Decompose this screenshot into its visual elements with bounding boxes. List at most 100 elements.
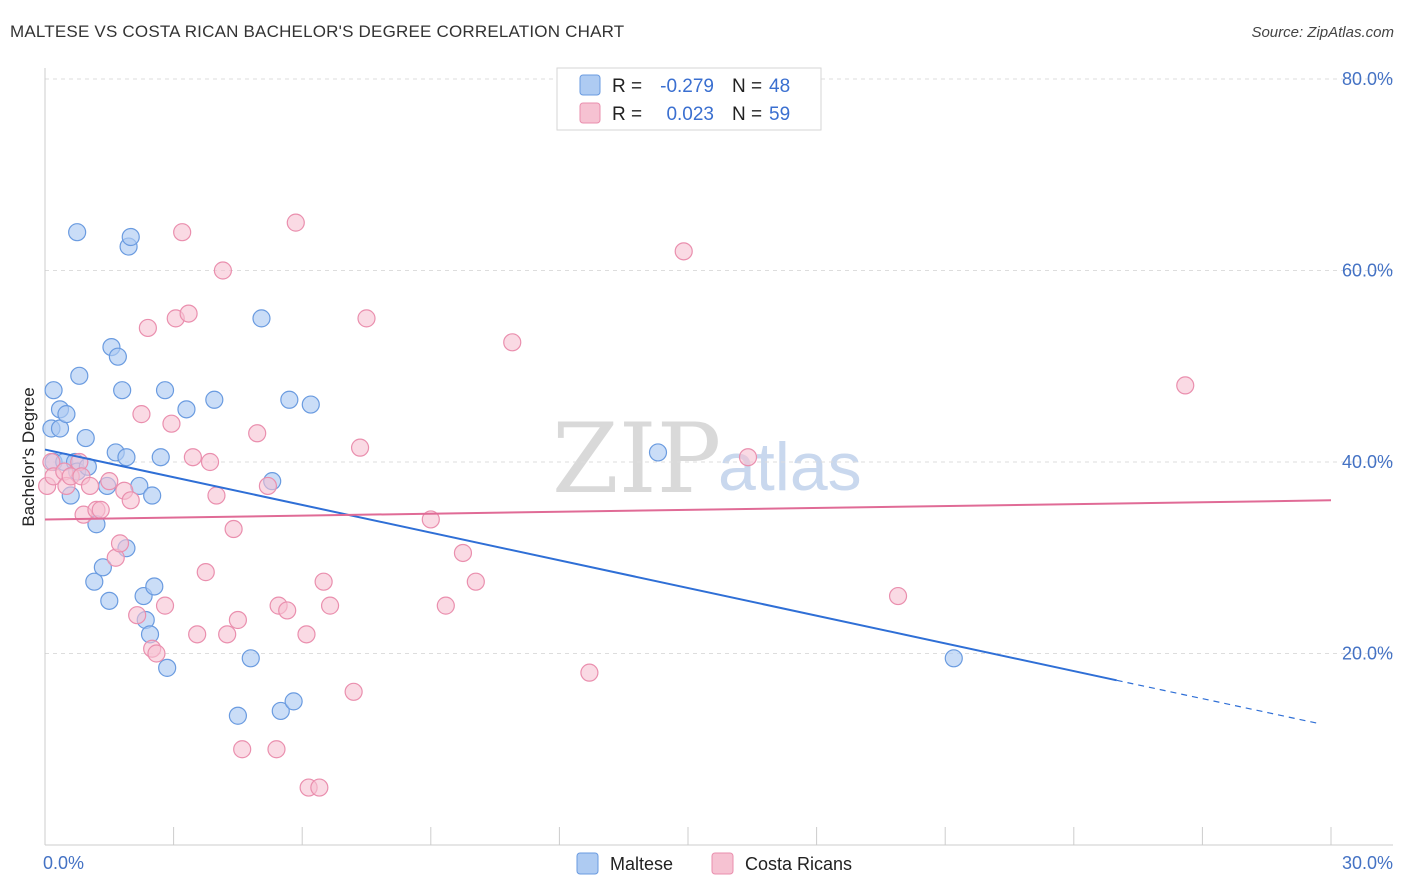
chart-title: MALTESE VS COSTA RICAN BACHELOR'S DEGREE…	[10, 22, 625, 41]
costa-rican-point	[248, 424, 267, 443]
maltese-point	[113, 381, 132, 400]
maltese-point	[205, 390, 224, 409]
y-tick-label: 80.0%	[1342, 69, 1393, 89]
maltese-point	[117, 448, 136, 467]
legend-r-label-maltese: R =	[612, 76, 642, 97]
costa-rican-point	[228, 610, 247, 630]
costa-rican-point	[503, 333, 522, 352]
maltese-point	[280, 390, 299, 409]
costa-rican-point	[224, 519, 243, 539]
costa-rican-point	[132, 405, 151, 424]
costa-rican-point	[314, 572, 333, 591]
maltese-point	[108, 347, 127, 366]
maltese-point	[85, 572, 104, 591]
series-costa-ricans	[38, 213, 1195, 797]
costa-rican-point	[258, 476, 278, 496]
maltese-point	[76, 428, 95, 448]
costa-rican-point	[147, 644, 166, 663]
maltese-point	[284, 692, 303, 711]
costa-rican-point	[138, 318, 157, 338]
maltese-point	[145, 577, 164, 596]
costa-rican-point	[350, 438, 370, 457]
legend-n-label-costa-ricans: N =	[732, 104, 762, 125]
costa-rican-point	[100, 472, 119, 491]
maltese-point	[57, 405, 76, 424]
costa-rican-point	[110, 534, 130, 553]
watermark-zip: ZIP	[552, 403, 721, 515]
costa-rican-trend-line	[44, 499, 1332, 521]
legend-r-label-costa-ricans: R =	[612, 104, 642, 125]
legend-r-value-maltese: -0.279	[660, 76, 714, 97]
maltese-trend-line	[44, 448, 1117, 682]
costa-rican-point	[121, 491, 140, 510]
maltese-point	[68, 223, 87, 242]
maltese-point	[241, 649, 260, 668]
x-tick-label: 30.0%	[1342, 853, 1393, 873]
bottom-legend-swatch-costa-ricans	[711, 852, 734, 875]
legend-swatch-maltese	[579, 74, 601, 96]
y-tick-label: 40.0%	[1342, 452, 1393, 472]
maltese-point	[143, 486, 162, 505]
maltese-point	[301, 395, 320, 414]
maltese-point	[93, 558, 112, 577]
costa-rican-point	[674, 242, 693, 261]
series-legend: Maltese Costa Ricans	[576, 852, 852, 875]
source-label: Source: ZipAtlas.com	[1251, 24, 1394, 41]
maltese-point	[100, 591, 119, 610]
y-tick-labels: 20.0% 40.0% 60.0% 80.0%	[1342, 69, 1393, 664]
maltese-point	[151, 448, 170, 467]
trend-lines	[44, 448, 1332, 724]
costa-rican-point	[80, 476, 100, 496]
bottom-legend-swatch-maltese	[576, 852, 599, 875]
costa-rican-point	[320, 596, 340, 615]
costa-rican-point	[421, 510, 440, 529]
costa-rican-point	[155, 596, 175, 615]
costa-rican-point	[218, 625, 237, 644]
costa-rican-point	[196, 563, 215, 582]
x-tick-labels: 0.0% 30.0%	[43, 853, 1393, 873]
costa-rican-point	[173, 223, 192, 242]
stats-legend-box	[556, 67, 822, 131]
costa-rican-point	[738, 448, 758, 467]
legend-n-label-maltese: N =	[732, 76, 762, 97]
costa-rican-point	[128, 606, 147, 625]
y-axis-label: Bachelor's Degree	[19, 387, 38, 526]
legend-n-value-costa-ricans: 59	[769, 104, 790, 125]
legend-r-value-costa-ricans: 0.023	[666, 104, 714, 125]
costa-rican-point	[233, 740, 252, 759]
costa-rican-point	[297, 625, 316, 644]
bottom-legend-label-maltese: Maltese	[610, 854, 673, 874]
maltese-point	[648, 443, 668, 462]
costa-rican-point	[436, 596, 455, 615]
watermark-atlas: atlas	[718, 429, 862, 505]
maltese-point	[155, 381, 175, 400]
costa-rican-point	[888, 586, 908, 606]
costa-rican-point	[357, 309, 376, 328]
legend-swatch-costa-ricans	[579, 102, 601, 124]
x-tick-label: 0.0%	[43, 853, 84, 873]
costa-rican-point	[188, 625, 207, 644]
bottom-legend-label-costa-ricans: Costa Ricans	[745, 854, 852, 874]
costa-rican-point	[207, 486, 226, 505]
maltese-point	[228, 706, 247, 725]
costa-rican-point	[580, 663, 599, 682]
costa-rican-point	[286, 213, 305, 232]
maltese-point	[70, 366, 89, 385]
costa-rican-point	[466, 572, 485, 591]
y-tick-label: 20.0%	[1342, 644, 1393, 664]
maltese-point	[271, 701, 290, 721]
maltese-trend-extension	[1116, 679, 1319, 724]
costa-rican-point	[162, 414, 181, 433]
costa-rican-point	[1176, 376, 1195, 395]
maltese-point	[121, 227, 140, 247]
maltese-point	[252, 309, 271, 328]
costa-rican-point	[453, 543, 473, 563]
stats-legend: R = -0.279 N = 48 R = 0.023 N = 59	[556, 67, 822, 131]
maltese-point	[158, 658, 177, 677]
y-tick-label: 60.0%	[1342, 261, 1393, 281]
costa-rican-point	[183, 448, 202, 467]
costa-rican-point	[213, 261, 232, 280]
costa-rican-point	[179, 304, 198, 323]
maltese-point	[944, 649, 963, 668]
